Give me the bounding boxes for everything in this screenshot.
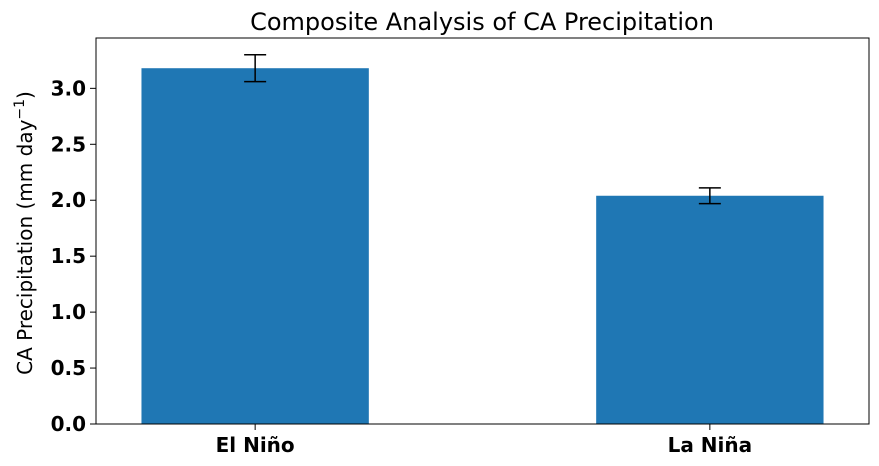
y-tick-label: 0.5	[51, 356, 86, 380]
y-tick-label: 2.0	[51, 188, 86, 212]
y-axis-label-close: )	[13, 91, 37, 99]
y-axis-label: CA Precipitation (mm day−1)	[12, 91, 37, 375]
y-tick-label: 1.5	[51, 244, 86, 268]
y-tick-label: 3.0	[51, 76, 86, 100]
chart-title: Composite Analysis of CA Precipitation	[250, 8, 714, 36]
y-axis-label-main: CA Precipitation (mm day	[13, 119, 37, 374]
x-tick-label: La Niña	[668, 433, 753, 457]
y-axis: 0.0 0.5 1.0 1.5 2.0 2.5 3.0	[51, 76, 96, 436]
error-bar-1	[698, 187, 721, 205]
x-tick-label: El Niño	[216, 433, 295, 457]
error-bar-0	[244, 54, 267, 83]
y-tick-label: 1.0	[51, 300, 86, 324]
bar-1	[596, 195, 824, 424]
y-axis-label-exponent: −1	[12, 99, 28, 120]
x-axis: El Niño La Niña	[216, 424, 753, 457]
plot-area	[95, 37, 870, 425]
y-tick-label: 0.0	[51, 412, 86, 436]
y-tick-label: 2.5	[51, 132, 86, 156]
bar-0	[141, 68, 369, 425]
axes-frame	[95, 37, 870, 425]
